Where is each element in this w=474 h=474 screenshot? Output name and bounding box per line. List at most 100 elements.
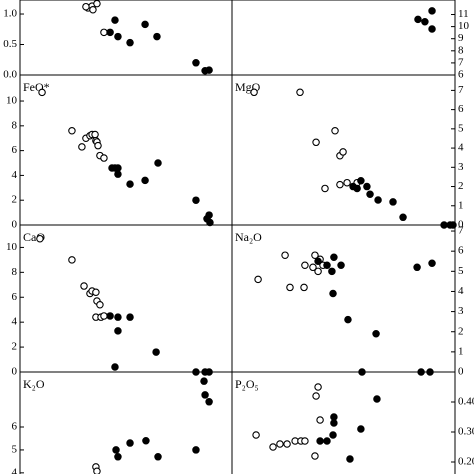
data-point xyxy=(192,196,200,204)
data-point xyxy=(252,431,260,439)
y-tick-label: 0 xyxy=(458,366,464,378)
data-point xyxy=(94,141,102,150)
panel-label: P₂O₅ xyxy=(235,377,259,391)
data-point xyxy=(323,261,331,270)
y-tick-label: 0 xyxy=(12,366,18,378)
data-point xyxy=(205,66,213,74)
data-point xyxy=(373,395,381,403)
data-point xyxy=(312,138,320,147)
data-point xyxy=(269,443,277,451)
data-point xyxy=(126,439,134,447)
y-tick-label: 2 xyxy=(458,180,464,192)
data-point xyxy=(300,283,308,292)
data-point xyxy=(314,257,322,265)
data-point xyxy=(141,20,149,29)
data-point xyxy=(93,467,101,474)
data-point xyxy=(154,159,162,167)
data-point xyxy=(330,419,338,427)
data-point xyxy=(311,452,319,460)
y-tick-label: 2 xyxy=(12,341,18,353)
data-point xyxy=(414,15,422,24)
y-tick-label: 3 xyxy=(458,305,464,317)
data-point xyxy=(142,437,150,445)
y-tick-label: 0.5 xyxy=(3,38,17,50)
data-point xyxy=(192,59,200,67)
y-tick-label: 0.30 xyxy=(458,426,474,438)
y-tick-label: 4 xyxy=(458,285,464,297)
data-point xyxy=(254,275,262,284)
data-point xyxy=(330,253,338,261)
data-point xyxy=(154,453,162,461)
data-point xyxy=(92,288,100,297)
data-point xyxy=(205,398,213,406)
data-point xyxy=(100,312,108,320)
data-point xyxy=(281,251,289,259)
data-point xyxy=(399,213,407,222)
panel-frame xyxy=(19,74,233,226)
data-point xyxy=(126,180,134,188)
data-point xyxy=(141,176,149,185)
data-point xyxy=(316,437,324,445)
y-tick-label: 10 xyxy=(6,95,18,107)
y-tick-label: 9 xyxy=(458,32,464,44)
data-point xyxy=(106,312,114,320)
data-point xyxy=(126,313,134,321)
y-tick-label: 0.0 xyxy=(3,69,17,81)
y-tick-label: 5 xyxy=(12,443,18,455)
data-point xyxy=(114,327,122,335)
data-point xyxy=(428,259,436,268)
data-point xyxy=(336,180,344,189)
data-point xyxy=(372,329,380,338)
y-tick-label: 4 xyxy=(458,142,464,154)
data-point xyxy=(276,440,284,448)
data-point xyxy=(321,184,329,193)
data-point xyxy=(38,88,46,97)
data-point xyxy=(200,377,208,385)
y-tick-label: 8 xyxy=(12,266,18,278)
data-point xyxy=(80,282,88,290)
panel-frame xyxy=(231,224,456,373)
y-tick-label: 6 xyxy=(12,421,18,433)
y-tick-label: 5 xyxy=(458,122,464,134)
data-point xyxy=(357,177,365,185)
data-point xyxy=(331,127,339,135)
data-point xyxy=(428,25,436,33)
y-tick-label: 0 xyxy=(12,219,18,231)
data-point xyxy=(413,263,421,272)
data-point xyxy=(100,28,108,37)
data-point xyxy=(366,190,374,198)
data-point xyxy=(363,182,371,191)
data-point xyxy=(114,170,122,178)
data-point xyxy=(91,130,99,139)
y-tick-label: 7 xyxy=(458,84,464,96)
data-point xyxy=(206,218,214,227)
data-point xyxy=(82,2,90,11)
data-point xyxy=(106,28,114,37)
y-tick-label: 7 xyxy=(458,56,464,68)
data-point xyxy=(339,148,347,156)
y-tick-label: 10 xyxy=(6,241,18,253)
y-tick-label: 0.40 xyxy=(458,396,474,408)
y-tick-label: 6 xyxy=(458,103,464,115)
data-point xyxy=(323,437,331,445)
y-tick-label: 3 xyxy=(458,161,464,173)
data-point xyxy=(389,198,397,206)
data-point xyxy=(328,267,336,276)
y-tick-label: 10 xyxy=(458,20,470,32)
data-point xyxy=(330,413,338,421)
data-point xyxy=(152,348,160,356)
data-point xyxy=(337,261,345,270)
y-tick-label: 5 xyxy=(458,265,464,277)
data-point xyxy=(100,154,108,162)
data-point xyxy=(93,0,101,8)
data-point xyxy=(68,256,76,264)
data-point xyxy=(78,143,86,151)
panel-label: K₂O xyxy=(23,377,45,391)
data-point xyxy=(153,32,161,41)
data-point xyxy=(329,431,337,439)
y-tick-label: 8 xyxy=(12,119,18,131)
data-point xyxy=(201,391,209,399)
panel-frame xyxy=(231,0,456,76)
y-tick-label: 6 xyxy=(458,245,464,257)
